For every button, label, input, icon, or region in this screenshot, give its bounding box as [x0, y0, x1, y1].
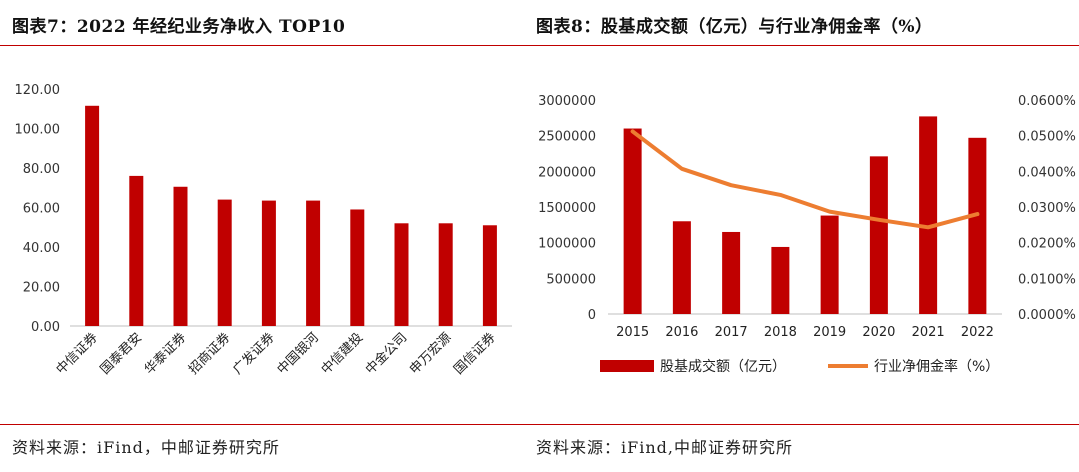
- left-source-note: 资料来源：iFind，中邮证券研究所: [12, 438, 280, 457]
- bar: [394, 223, 409, 326]
- y2-tick-label: 0.0200%: [1018, 237, 1076, 252]
- x-tick-label: 2022: [961, 325, 994, 340]
- bar: [85, 105, 100, 326]
- right-source-note: 资料来源：iFind,中邮证券研究所: [536, 438, 793, 457]
- bar: [306, 200, 321, 326]
- x-tick-label: 2016: [665, 325, 698, 340]
- x-tick-label: 2021: [912, 325, 945, 340]
- y2-tick-label: 0.0600%: [1018, 94, 1076, 109]
- bar: [350, 209, 365, 326]
- line-series: [630, 129, 980, 230]
- legend-bar-swatch: [600, 360, 654, 372]
- y2-tick-label: 0.0000%: [1018, 308, 1076, 323]
- legend-bar-label: 股基成交额（亿元）: [660, 358, 786, 375]
- bar: [261, 200, 276, 326]
- x-tick-label: 2017: [715, 325, 748, 340]
- x-tick-label: 2015: [616, 325, 649, 340]
- y-tick-label: 0: [588, 308, 596, 323]
- bar: [771, 246, 790, 314]
- y-tick-label: 40.00: [23, 241, 60, 256]
- y2-tick-label: 0.0500%: [1018, 130, 1076, 145]
- x-tick-label: 2018: [764, 325, 797, 340]
- y-tick-label: 80.00: [23, 162, 60, 177]
- y-tick-label: 2500000: [538, 130, 596, 145]
- y2-tick-label: 0.0100%: [1018, 272, 1076, 287]
- y-tick-label: 20.00: [23, 281, 60, 296]
- bar: [968, 137, 987, 314]
- legend-line-label: 行业净佣金率（%）: [874, 358, 999, 375]
- bar: [869, 156, 888, 314]
- bar: [438, 223, 453, 326]
- bar: [217, 199, 232, 326]
- y-tick-label: 2000000: [538, 165, 596, 180]
- y-tick-label: 120.00: [15, 83, 61, 98]
- y-tick-label: 60.00: [23, 202, 60, 217]
- bar: [482, 225, 497, 326]
- right-chart-title: 图表8：股基成交额（亿元）与行业净佣金率（%）: [536, 17, 933, 37]
- bar: [173, 186, 188, 326]
- bar: [919, 116, 938, 314]
- y2-tick-label: 0.0400%: [1018, 165, 1076, 180]
- y-tick-label: 100.00: [15, 123, 61, 138]
- title-divider: [0, 45, 1079, 46]
- bar: [623, 128, 642, 314]
- y-tick-label: 1500000: [538, 201, 596, 216]
- x-tick-label: 2019: [813, 325, 846, 340]
- bar: [820, 215, 839, 314]
- left-chart-title: 图表7：2022 年经纪业务净收入 TOP10: [12, 17, 346, 37]
- bar: [129, 175, 144, 326]
- source-divider: [0, 424, 1079, 425]
- y-tick-label: 500000: [546, 272, 596, 287]
- y2-tick-label: 0.0300%: [1018, 201, 1076, 216]
- y-tick-label: 0.00: [31, 320, 60, 335]
- y-tick-label: 3000000: [538, 94, 596, 109]
- bar: [672, 221, 691, 314]
- y-tick-label: 1000000: [538, 237, 596, 252]
- bar: [722, 231, 741, 314]
- x-tick-label: 2020: [862, 325, 895, 340]
